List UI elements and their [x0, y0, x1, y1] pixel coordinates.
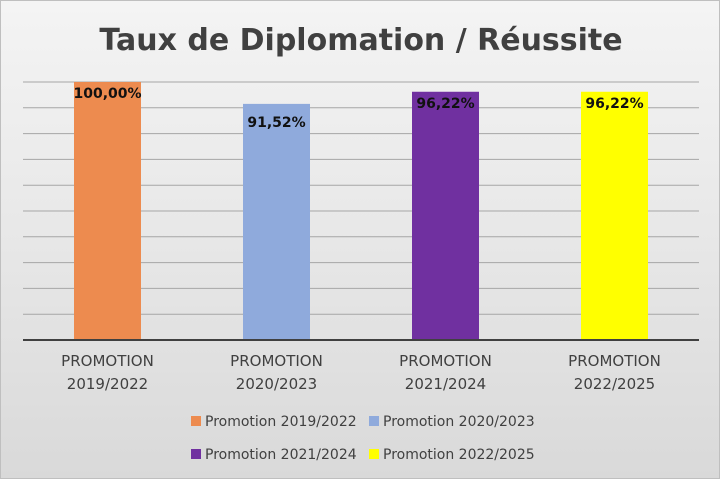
- bar-3[interactable]: [412, 91, 479, 340]
- legend-swatch-4: [369, 449, 379, 459]
- category-label-3-line-2: 2021/2024: [405, 375, 486, 393]
- legend-label-3: Promotion 2021/2024: [205, 447, 357, 463]
- category-label-4-line-2: 2022/2025: [574, 375, 655, 393]
- data-label-4: 96,22%: [585, 96, 643, 112]
- legend-swatch-3: [191, 449, 201, 459]
- category-label-1-line-1: PROMOTION: [61, 352, 154, 370]
- legend-label-4: Promotion 2022/2025: [383, 447, 535, 463]
- category-label-3-line-1: PROMOTION: [399, 352, 492, 370]
- bar-1[interactable]: [74, 82, 141, 340]
- data-labels: 100,00% 91,52% 96,22% 96,22%: [73, 86, 643, 131]
- bar-2[interactable]: [243, 103, 310, 340]
- category-labels: PROMOTION 2019/2022 PROMOTION 2020/2023 PROM…: [61, 352, 661, 393]
- category-label-4-line-1: PROMOTION: [568, 352, 661, 370]
- category-label-1-line-2: 2019/2022: [67, 375, 148, 393]
- data-label-1: 100,00%: [73, 86, 141, 102]
- bars: [74, 82, 648, 340]
- legend: Promotion 2019/2022 Promotion 2020/2023 Pr…: [191, 414, 535, 463]
- legend-label-1: Promotion 2019/2022: [205, 414, 357, 430]
- data-label-2: 91,52%: [247, 115, 305, 131]
- category-label-2-line-1: PROMOTION: [230, 352, 323, 370]
- chart-title: Taux de Diplomation / Réussite: [99, 23, 622, 58]
- legend-swatch-1: [191, 416, 201, 426]
- data-label-3: 96,22%: [416, 96, 474, 112]
- legend-label-2: Promotion 2020/2023: [383, 414, 535, 430]
- category-label-2-line-2: 2020/2023: [236, 375, 317, 393]
- legend-swatch-2: [369, 416, 379, 426]
- bar-4[interactable]: [581, 91, 648, 340]
